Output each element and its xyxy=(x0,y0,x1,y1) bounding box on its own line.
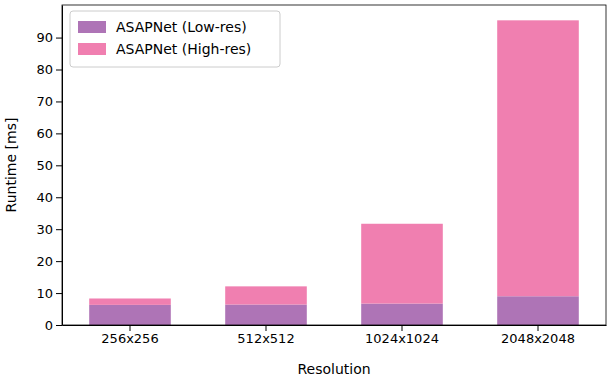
x-tick: 256x256 xyxy=(101,325,158,346)
y-tick: 0 xyxy=(45,318,62,333)
y-tick: 90 xyxy=(36,30,62,45)
x-tick-mark xyxy=(266,325,267,331)
y-tick-mark xyxy=(56,70,62,71)
x-tick-label: 256x256 xyxy=(101,331,158,346)
x-tick: 2048x2048 xyxy=(501,325,575,346)
bar xyxy=(225,286,307,304)
y-tick-mark xyxy=(56,325,62,326)
y-tick-label: 40 xyxy=(36,190,53,205)
x-tick-label: 2048x2048 xyxy=(501,331,575,346)
y-tick-mark xyxy=(56,261,62,262)
x-axis-title: Resolution xyxy=(297,361,370,377)
legend-box xyxy=(70,11,280,67)
y-tick: 70 xyxy=(36,94,62,109)
legend-label: ASAPNet (Low-res) xyxy=(116,19,247,35)
y-tick-label: 30 xyxy=(36,222,53,237)
y-tick: 60 xyxy=(36,126,62,141)
legend-label: ASAPNet (High-res) xyxy=(116,41,251,57)
x-axis: 256x256 512x512 1024x1024 2048x2048 xyxy=(63,325,607,346)
x-tick-mark xyxy=(130,325,131,331)
y-tick-label: 60 xyxy=(36,126,53,141)
bar xyxy=(89,298,171,304)
y-axis: 0 10 20 30 40 50 60 70 80 90 xyxy=(36,6,62,333)
y-tick: 20 xyxy=(36,254,62,269)
x-tick: 512x512 xyxy=(237,325,294,346)
y-tick-label: 20 xyxy=(36,254,53,269)
bar xyxy=(497,20,579,296)
y-tick-label: 50 xyxy=(36,158,53,173)
y-axis-title: Runtime [ms] xyxy=(3,118,19,213)
y-tick: 80 xyxy=(36,62,62,77)
y-tick: 50 xyxy=(36,158,62,173)
y-tick-mark xyxy=(56,293,62,294)
y-tick-label: 10 xyxy=(36,286,53,301)
plot-frame xyxy=(62,5,606,325)
bar xyxy=(497,296,579,325)
x-tick: 1024x1024 xyxy=(365,325,439,346)
y-tick-mark xyxy=(56,38,62,39)
x-tick-mark xyxy=(402,325,403,331)
bar xyxy=(361,224,443,304)
y-tick-label: 0 xyxy=(45,318,53,333)
bar xyxy=(89,305,171,325)
y-tick: 30 xyxy=(36,222,62,237)
legend-swatch xyxy=(78,43,106,55)
y-tick: 40 xyxy=(36,190,62,205)
y-tick-mark xyxy=(56,197,62,198)
x-tick-mark xyxy=(538,325,539,331)
y-tick-label: 70 xyxy=(36,94,53,109)
y-tick-mark xyxy=(56,165,62,166)
bar xyxy=(225,305,307,325)
y-tick-mark xyxy=(56,133,62,134)
x-tick-label: 512x512 xyxy=(237,331,294,346)
bar xyxy=(361,304,443,325)
y-tick-mark xyxy=(56,101,62,102)
x-tick-label: 1024x1024 xyxy=(365,331,439,346)
y-tick-mark xyxy=(56,229,62,230)
y-tick: 10 xyxy=(36,286,62,301)
legend-swatch xyxy=(78,21,106,33)
y-tick-label: 80 xyxy=(36,62,53,77)
legend: ASAPNet (Low-res) ASAPNet (High-res) xyxy=(70,11,280,67)
y-axis-line xyxy=(62,6,63,326)
y-tick-label: 90 xyxy=(36,30,53,45)
x-axis-line xyxy=(63,325,607,326)
